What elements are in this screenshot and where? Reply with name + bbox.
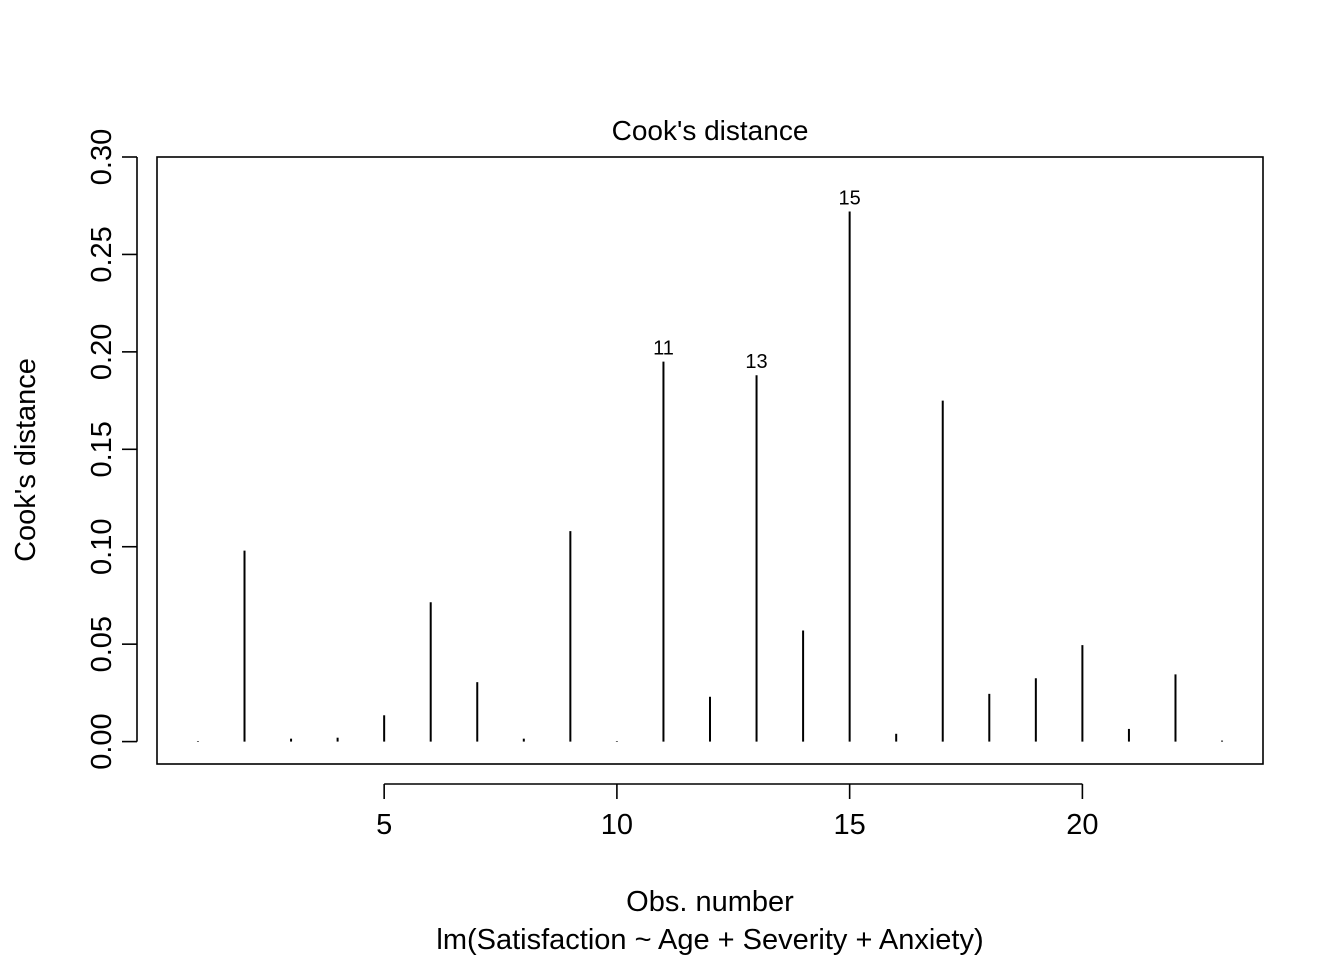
x-tick-label: 20: [1066, 809, 1098, 841]
chart-title: Cook's distance: [612, 115, 809, 146]
y-tick-label: 0.25: [86, 226, 118, 282]
x-axis-title: Obs. number: [626, 886, 794, 918]
point-labels: 11 13 15: [653, 188, 861, 374]
x-tick-label: 10: [601, 809, 633, 841]
y-tick-label: 0.15: [86, 421, 118, 477]
y-tick-label: 0.00: [86, 713, 118, 769]
y-axis-title: Cook's distance: [10, 358, 42, 562]
point-label-obs-11: 11: [653, 338, 674, 360]
plot-frame: [156, 156, 1264, 765]
x-tick-label: 5: [376, 809, 392, 841]
y-tick-label: 0.05: [86, 616, 118, 672]
y-tick-label: 0.20: [86, 324, 118, 380]
y-tick-label: 0.10: [86, 519, 118, 575]
x-axis: 5 10 15 20: [376, 783, 1099, 841]
y-tick-label: 0.30: [86, 129, 118, 185]
point-label-obs-15: 15: [839, 188, 861, 210]
data-sticks: [196, 211, 1224, 742]
point-label-obs-13: 13: [745, 351, 767, 373]
y-axis: 0.00 0.05 0.10 0.15 0.20 0.25 0.30: [86, 129, 138, 770]
x-tick-label: 15: [834, 809, 866, 841]
model-formula-subtitle: lm(Satisfaction ~ Age + Severity + Anxie…: [436, 924, 983, 956]
